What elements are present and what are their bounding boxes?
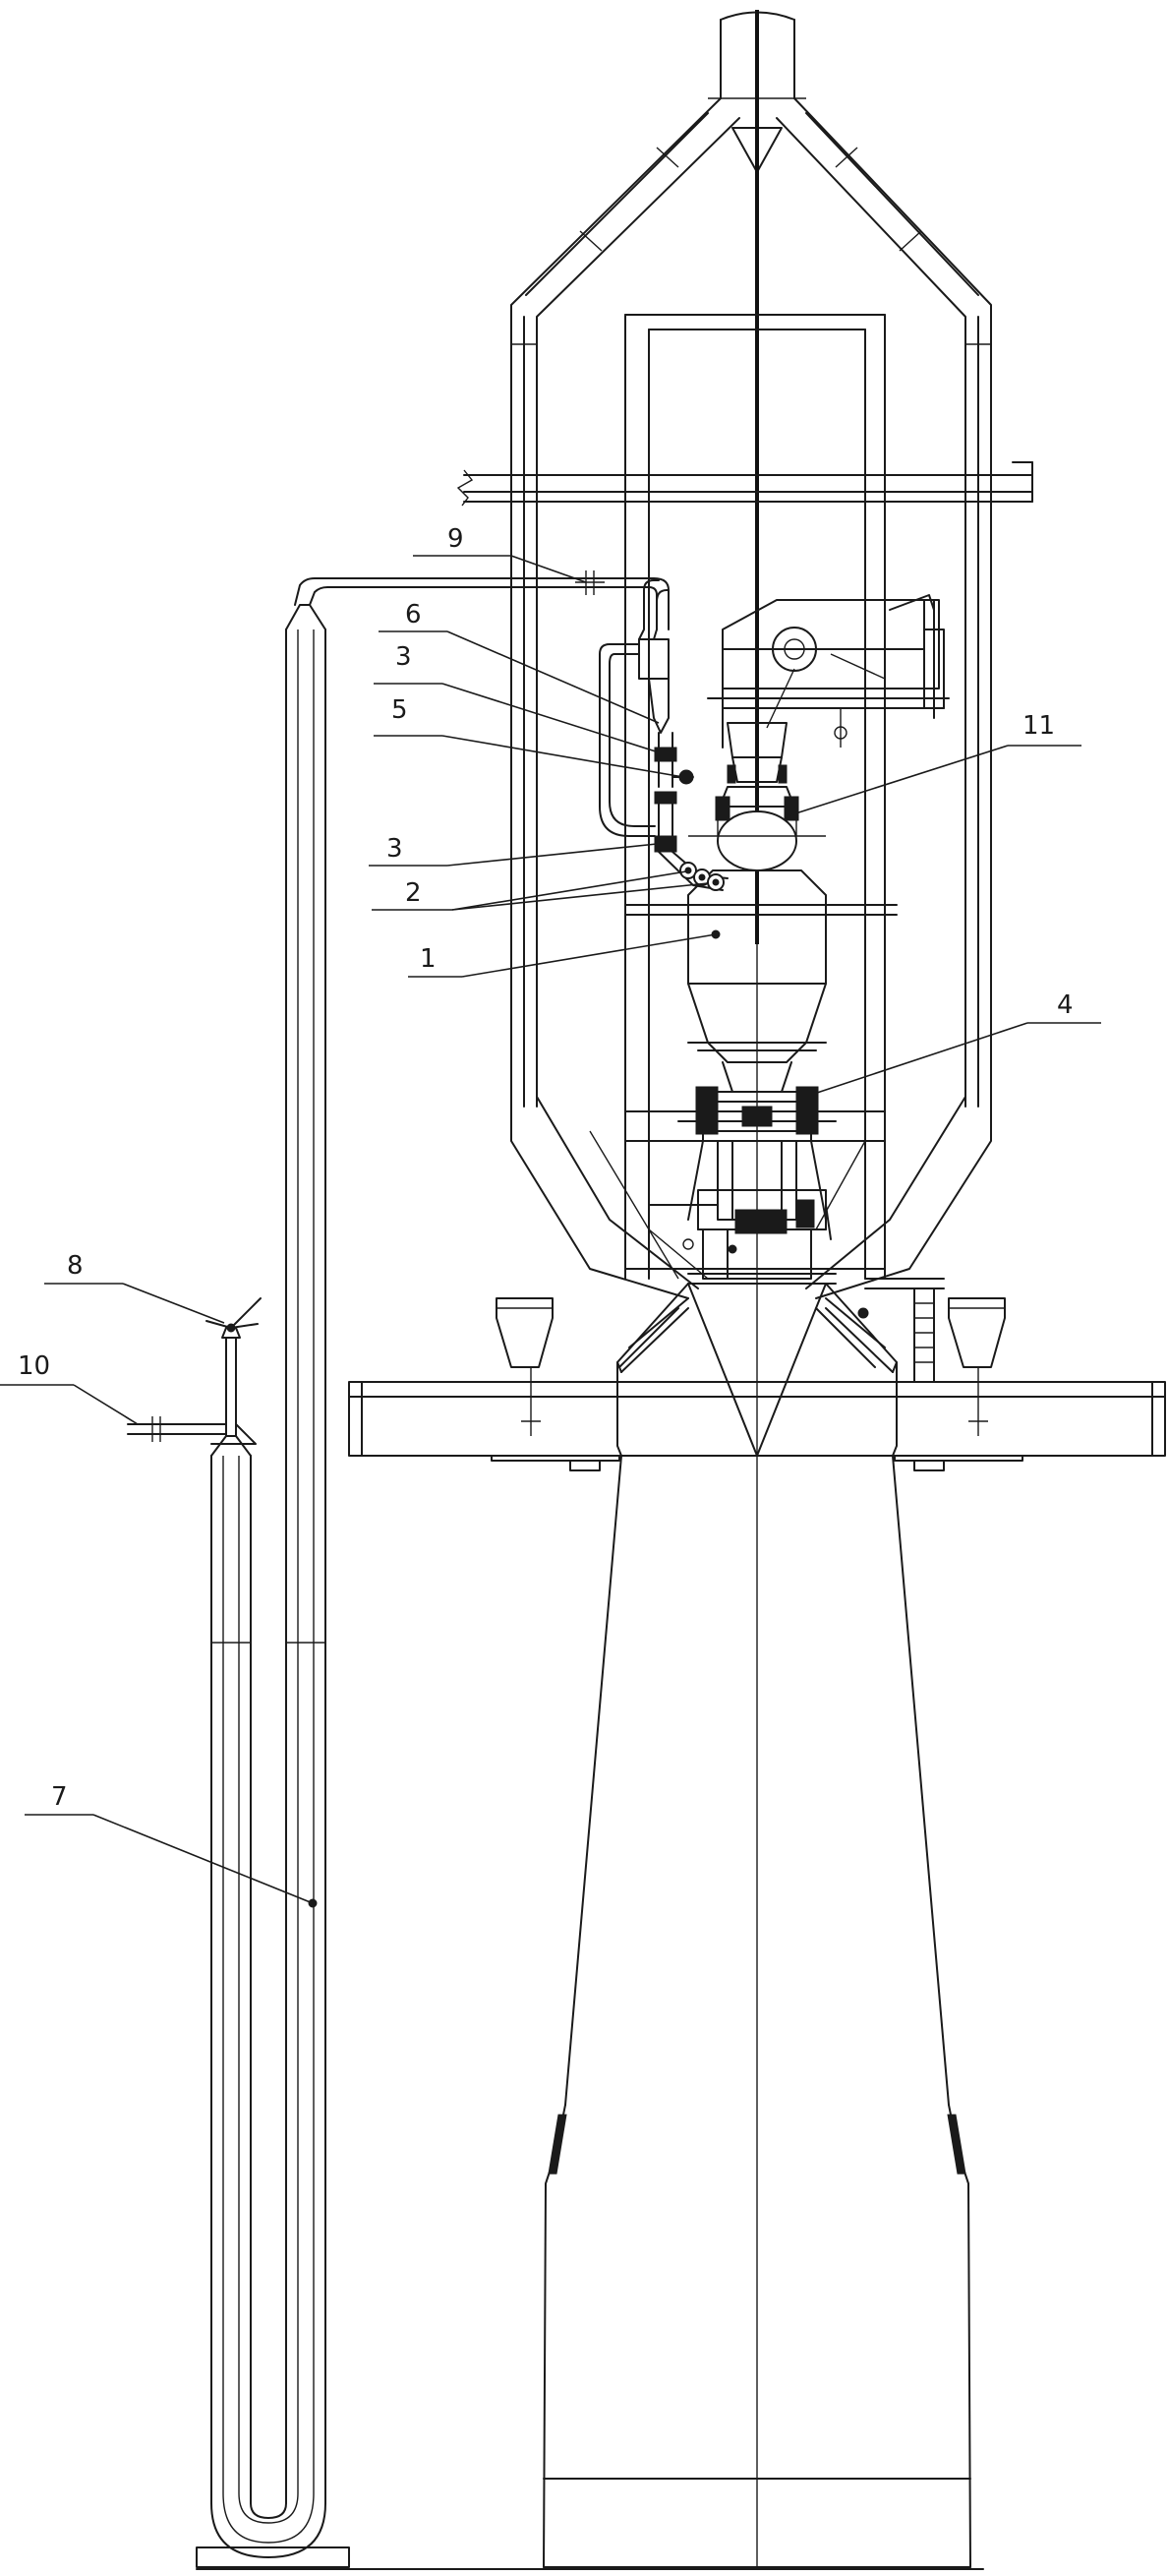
- seal-valve-assembly: [649, 1087, 836, 1284]
- platform-beam: [458, 462, 1032, 506]
- label-1: 1: [420, 944, 437, 974]
- label-8: 8: [67, 1251, 84, 1281]
- label-3-upper: 3: [395, 642, 412, 672]
- charging-equipment: [708, 595, 949, 748]
- pipe-9: [295, 570, 669, 629]
- label-5: 5: [391, 695, 408, 725]
- label-11: 11: [1022, 711, 1055, 741]
- feed-pipes: [600, 580, 728, 890]
- frame-structure: [590, 315, 897, 1279]
- callout-leaders: [0, 556, 1101, 1907]
- label-10: 10: [18, 1351, 50, 1381]
- label-3-lower: 3: [386, 834, 403, 864]
- u-tube: [128, 605, 349, 2567]
- label-7: 7: [51, 1782, 68, 1812]
- uptake-pipes: [496, 98, 1005, 1367]
- label-2: 2: [405, 878, 422, 908]
- label-9: 9: [447, 524, 464, 554]
- label-4: 4: [1057, 990, 1074, 1020]
- label-6: 6: [405, 600, 422, 629]
